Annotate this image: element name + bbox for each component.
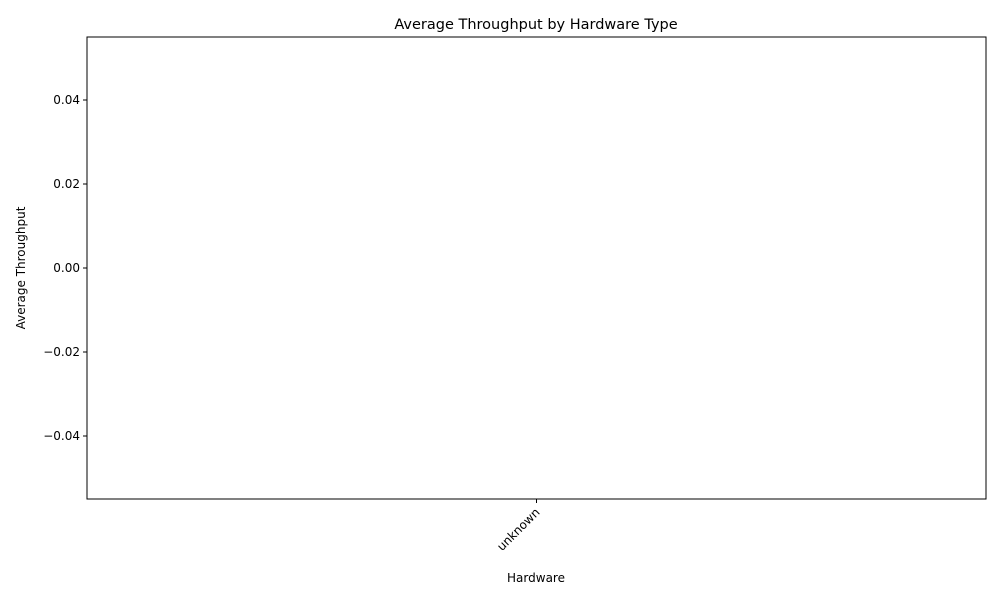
y-axis: −0.04 −0.02 0.00 0.02 0.04 [43, 93, 87, 443]
plot-frame [86, 36, 987, 500]
y-axis-label: Average Throughput [14, 206, 28, 329]
x-axis-label: Hardware [507, 571, 565, 585]
y-tick-label: −0.04 [43, 429, 80, 443]
chart-title: Average Throughput by Hardware Type [394, 17, 677, 33]
y-tick-label: −0.02 [43, 345, 80, 359]
plot-area [86, 36, 987, 500]
y-tick-label: 0.02 [53, 177, 80, 191]
x-tick-label: unknown [494, 505, 542, 553]
y-tick-label: 0.00 [53, 261, 80, 275]
x-axis: unknown [494, 499, 543, 554]
y-tick-label: 0.04 [53, 93, 80, 107]
